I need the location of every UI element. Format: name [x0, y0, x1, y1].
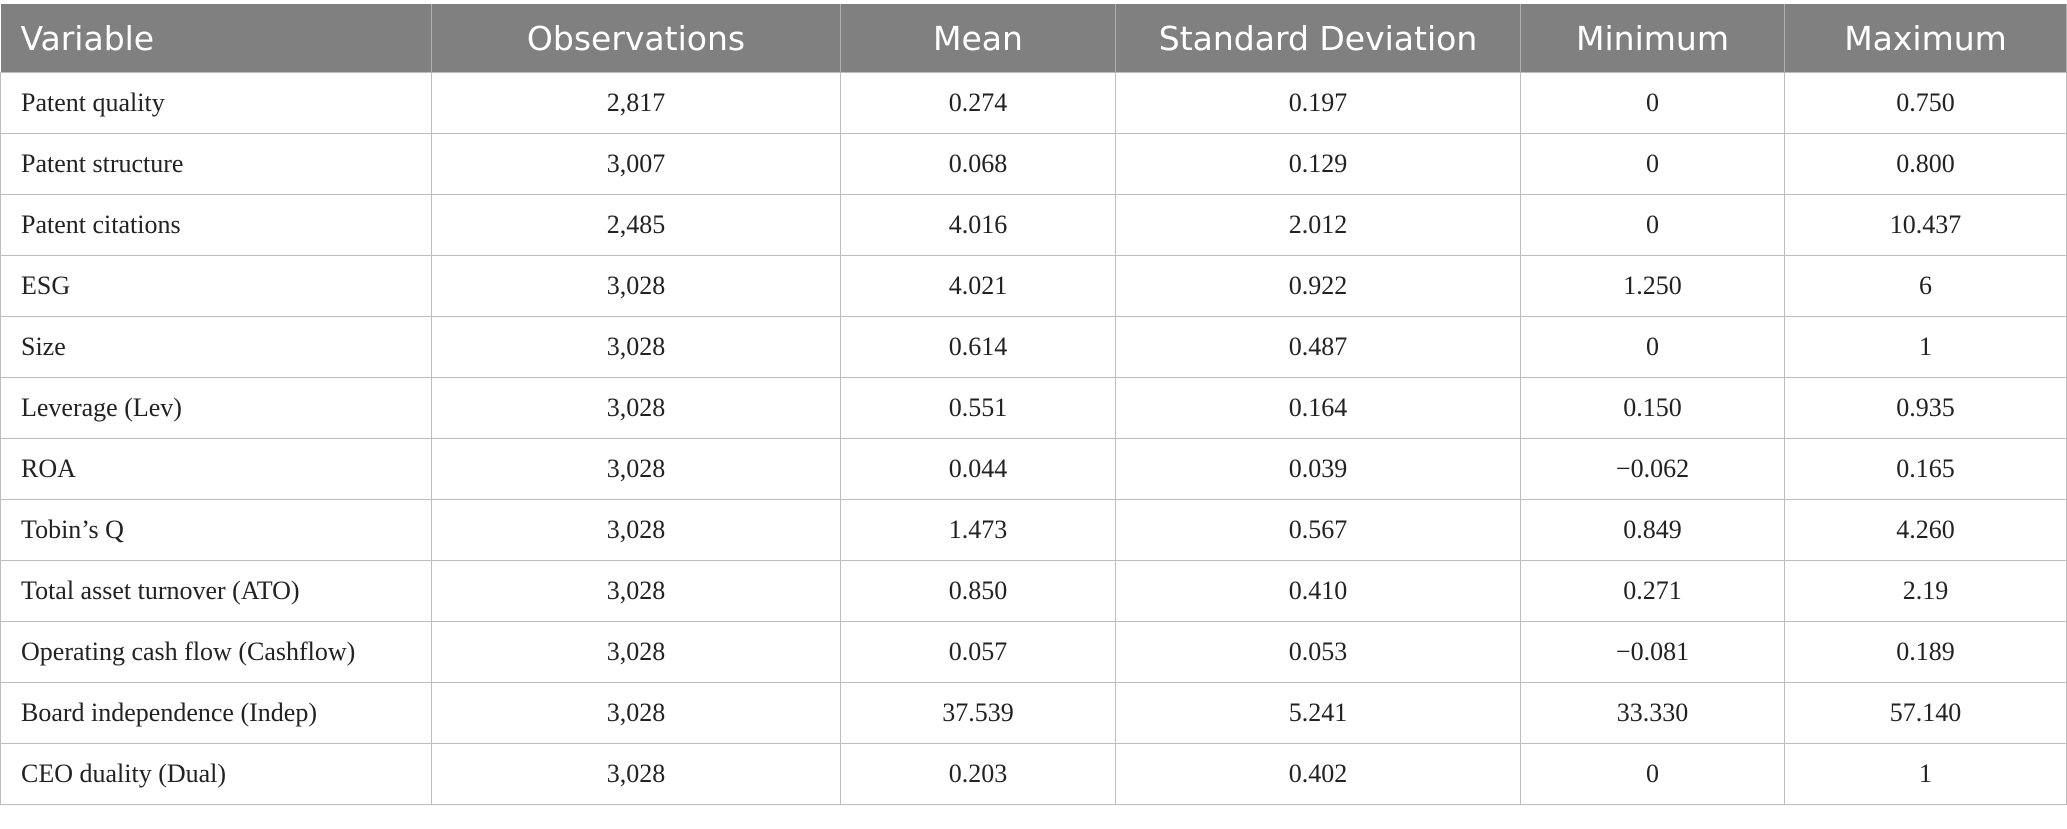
column-header: Observations [431, 4, 841, 73]
value-cell: 4.021 [840, 255, 1116, 317]
value-cell: 0.487 [1115, 316, 1521, 378]
variable-cell: Patent quality [0, 72, 432, 134]
value-cell: 0.203 [840, 743, 1116, 805]
value-cell: 3,028 [431, 499, 841, 561]
value-cell: 0.165 [1784, 438, 2067, 500]
variable-cell: ROA [0, 438, 432, 500]
value-cell: 4.260 [1784, 499, 2067, 561]
variable-cell: Leverage (Lev) [0, 377, 432, 439]
column-header: Maximum [1784, 4, 2067, 73]
value-cell: 0.039 [1115, 438, 1521, 500]
value-cell: −0.062 [1520, 438, 1785, 500]
variable-cell: Total asset turnover (ATO) [0, 560, 432, 622]
variable-cell: Size [0, 316, 432, 378]
value-cell: 3,028 [431, 438, 841, 500]
value-cell: 0.800 [1784, 133, 2067, 195]
table-row: Size 3,028 0.614 0.487 0 1 [0, 316, 2067, 378]
table-row: Total asset turnover (ATO) 3,028 0.850 0.41… [0, 560, 2067, 622]
value-cell: 0 [1520, 743, 1785, 805]
value-cell: 3,028 [431, 743, 841, 805]
value-cell: 1.473 [840, 499, 1116, 561]
table-row: Tobin’s Q 3,028 1.473 0.567 0.849 4.260 [0, 499, 2067, 561]
value-cell: 0.410 [1115, 560, 1521, 622]
value-cell: 33.330 [1520, 682, 1785, 744]
variable-cell: Patent structure [0, 133, 432, 195]
value-cell: 5.241 [1115, 682, 1521, 744]
value-cell: 0 [1520, 316, 1785, 378]
column-header: Variable [0, 4, 432, 73]
value-cell: 0.614 [840, 316, 1116, 378]
variable-cell: Tobin’s Q [0, 499, 432, 561]
table-row: Leverage (Lev) 3,028 0.551 0.164 0.150 0.935 [0, 377, 2067, 439]
table-row: Patent quality 2,817 0.274 0.197 0 0.750 [0, 72, 2067, 134]
value-cell: 1 [1784, 743, 2067, 805]
value-cell: 3,028 [431, 377, 841, 439]
table-row: Board independence (Indep) 3,028 37.539 5.2… [0, 682, 2067, 744]
table-row: ROA 3,028 0.044 0.039 −0.062 0.165 [0, 438, 2067, 500]
value-cell: 0.150 [1520, 377, 1785, 439]
variable-cell: Board independence (Indep) [0, 682, 432, 744]
value-cell: 0.551 [840, 377, 1116, 439]
value-cell: 0.922 [1115, 255, 1521, 317]
column-header: Mean [840, 4, 1116, 73]
value-cell: 37.539 [840, 682, 1116, 744]
value-cell: 0.057 [840, 621, 1116, 683]
value-cell: 3,028 [431, 682, 841, 744]
value-cell: 0 [1520, 72, 1785, 134]
variable-cell: CEO duality (Dual) [0, 743, 432, 805]
value-cell: 0.129 [1115, 133, 1521, 195]
value-cell: 0.044 [840, 438, 1116, 500]
value-cell: 3,028 [431, 621, 841, 683]
value-cell: 0.850 [840, 560, 1116, 622]
value-cell: 0 [1520, 194, 1785, 256]
variable-cell: Operating cash flow (Cashflow) [0, 621, 432, 683]
value-cell: 2.19 [1784, 560, 2067, 622]
value-cell: 3,007 [431, 133, 841, 195]
value-cell: 0.402 [1115, 743, 1521, 805]
value-cell: 10.437 [1784, 194, 2067, 256]
table-row: Patent citations 2,485 4.016 2.012 0 10.437 [0, 194, 2067, 256]
value-cell: 3,028 [431, 560, 841, 622]
value-cell: 2,817 [431, 72, 841, 134]
value-cell: 0.053 [1115, 621, 1521, 683]
table-row: Patent structure 3,007 0.068 0.129 0 0.800 [0, 133, 2067, 195]
variable-cell: Patent citations [0, 194, 432, 256]
value-cell: 0.271 [1520, 560, 1785, 622]
column-header: Minimum [1520, 4, 1785, 73]
value-cell: 0.189 [1784, 621, 2067, 683]
table-row: Operating cash flow (Cashflow) 3,028 0.057… [0, 621, 2067, 683]
table-body: Patent quality 2,817 0.274 0.197 0 0.750 Paten… [0, 72, 2067, 805]
table-wrap: Variable Observations Mean Standard Deviati… [0, 4, 2067, 805]
value-cell: 4.016 [840, 194, 1116, 256]
value-cell: 2.012 [1115, 194, 1521, 256]
value-cell: 3,028 [431, 316, 841, 378]
table-row: ESG 3,028 4.021 0.922 1.250 6 [0, 255, 2067, 317]
stats-table: Variable Observations Mean Standard Deviati… [0, 4, 2067, 805]
value-cell: 1.250 [1520, 255, 1785, 317]
value-cell: 2,485 [431, 194, 841, 256]
value-cell: −0.081 [1520, 621, 1785, 683]
value-cell: 0.197 [1115, 72, 1521, 134]
value-cell: 0.274 [840, 72, 1116, 134]
value-cell: 3,028 [431, 255, 841, 317]
value-cell: 0.068 [840, 133, 1116, 195]
value-cell: 0.567 [1115, 499, 1521, 561]
header-row: Variable Observations Mean Standard Deviati… [0, 4, 2067, 73]
value-cell: 1 [1784, 316, 2067, 378]
value-cell: 0.164 [1115, 377, 1521, 439]
value-cell: 0.935 [1784, 377, 2067, 439]
value-cell: 6 [1784, 255, 2067, 317]
variable-cell: ESG [0, 255, 432, 317]
value-cell: 0.849 [1520, 499, 1785, 561]
value-cell: 0.750 [1784, 72, 2067, 134]
table-row: CEO duality (Dual) 3,028 0.203 0.402 0 1 [0, 743, 2067, 805]
value-cell: 57.140 [1784, 682, 2067, 744]
value-cell: 0 [1520, 133, 1785, 195]
column-header: Standard Deviation [1115, 4, 1521, 73]
